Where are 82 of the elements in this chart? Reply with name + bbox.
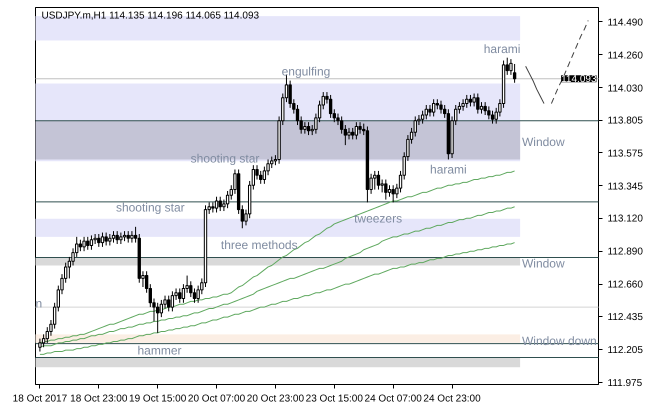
candlestick bbox=[178, 288, 182, 304]
annotation: three methods bbox=[220, 238, 298, 252]
chart-title: USDJPY.m,H1 114.135 114.196 114.065 114.093 bbox=[42, 10, 260, 22]
candlestick bbox=[90, 234, 94, 250]
annotation: shooting star bbox=[116, 200, 185, 214]
candlestick bbox=[351, 127, 354, 140]
candlestick bbox=[424, 104, 428, 120]
candlestick bbox=[97, 233, 100, 248]
line-series bbox=[525, 66, 545, 104]
annotation: engulfing bbox=[282, 64, 330, 79]
x-tick-label: 18 Oct 2017 bbox=[12, 394, 68, 404]
candlestick bbox=[100, 232, 104, 248]
y-tick-label: 111.975 bbox=[608, 378, 643, 389]
annotation: shooting star bbox=[190, 151, 260, 166]
candlestick bbox=[480, 102, 484, 114]
y-tick-label: 113.575 bbox=[608, 148, 644, 160]
y-tick-label: 112.890 bbox=[608, 246, 644, 258]
candlestick bbox=[476, 93, 480, 114]
candlestick bbox=[82, 236, 86, 252]
annotation: hammer bbox=[138, 344, 182, 358]
candlestick bbox=[388, 184, 392, 198]
y-tick-label: 113.805 bbox=[608, 116, 644, 127]
y-tick-label: 114.490 bbox=[608, 17, 644, 28]
annotation: harami bbox=[430, 162, 467, 177]
candlestick bbox=[122, 230, 126, 242]
candlestick bbox=[130, 230, 134, 244]
x-tick-label: 24 Oct 07:00 bbox=[364, 394, 422, 404]
candlestick bbox=[468, 94, 472, 107]
candlestick bbox=[108, 233, 112, 246]
band-label: Window bbox=[522, 134, 565, 149]
candlestick bbox=[472, 93, 476, 107]
candlestick bbox=[86, 236, 90, 250]
candlestick bbox=[116, 230, 119, 245]
y-tick-label: 112.660 bbox=[608, 280, 644, 291]
y-tick-label: 114.030 bbox=[608, 83, 644, 94]
y-tick-label: 112.205 bbox=[608, 344, 644, 356]
candlestick bbox=[432, 98, 436, 117]
candlestick bbox=[170, 290, 174, 312]
candlestick bbox=[512, 63, 516, 84]
candlestick bbox=[78, 239, 82, 252]
candlestick bbox=[347, 127, 351, 140]
y-tick-label: 114.260 bbox=[608, 50, 644, 62]
candlestick bbox=[104, 232, 108, 246]
candlestick bbox=[156, 302, 160, 334]
candlestick bbox=[436, 98, 440, 110]
x-tick-label: 23 Oct 15:00 bbox=[306, 394, 364, 404]
candlestick bbox=[119, 232, 123, 245]
x-tick-label: 18 Oct 23:00 bbox=[70, 394, 128, 404]
y-tick-label: 113.345 bbox=[608, 181, 644, 192]
candlestick bbox=[487, 106, 491, 120]
candlestick bbox=[376, 170, 380, 190]
candlestick bbox=[126, 230, 130, 244]
candlestick bbox=[112, 230, 116, 244]
candlestick bbox=[439, 100, 443, 114]
candlestick bbox=[373, 170, 376, 190]
x-tick-label: 19 Oct 15:00 bbox=[129, 394, 187, 404]
candlestick bbox=[358, 122, 362, 134]
candlestick bbox=[490, 110, 494, 124]
candlestick bbox=[211, 202, 215, 213]
candlestick bbox=[214, 196, 218, 213]
candlestick bbox=[465, 94, 468, 108]
candlestick bbox=[218, 196, 222, 212]
x-tick-label: 20 Oct 23:00 bbox=[246, 394, 304, 404]
y-tick-label: 113.120 bbox=[608, 214, 644, 225]
candlestick bbox=[461, 98, 465, 112]
candlestick bbox=[328, 94, 332, 118]
candlestick bbox=[384, 179, 388, 200]
candlestick bbox=[167, 295, 170, 312]
annotation: n bbox=[36, 296, 42, 310]
x-tick-label: 20 Oct 07:00 bbox=[188, 394, 246, 404]
candlestick bbox=[483, 102, 487, 116]
band-label: Window bbox=[522, 256, 565, 271]
y-tick-label: 112.435 bbox=[608, 312, 644, 323]
candlestick bbox=[391, 184, 395, 203]
annotation: harami bbox=[484, 42, 520, 56]
candlestick bbox=[303, 122, 307, 134]
ref-line-label: 114.093 bbox=[561, 74, 597, 86]
candlestick bbox=[38, 338, 42, 352]
candlestick bbox=[306, 122, 310, 136]
candlestick bbox=[354, 122, 358, 140]
annotation: tweezers bbox=[354, 212, 402, 226]
x-tick-label: 24 Oct 23:00 bbox=[423, 394, 482, 404]
